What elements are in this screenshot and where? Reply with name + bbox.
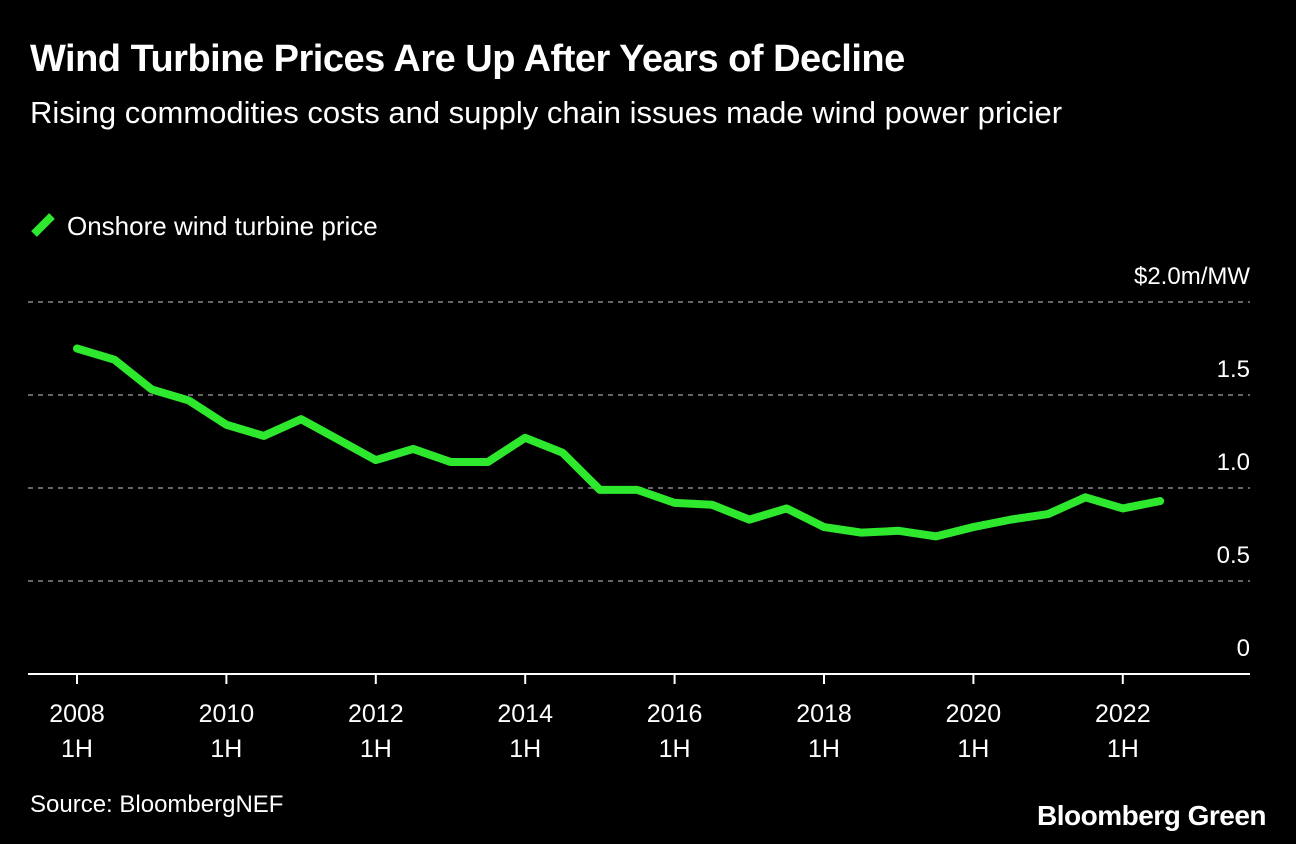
y-tick-label: 0.5 <box>1217 542 1250 569</box>
x-tick-label-half: 1H <box>957 735 989 763</box>
x-tick-label-year: 2008 <box>49 700 105 728</box>
x-tick-label-year: 2014 <box>497 700 553 728</box>
chart-subtitle: Rising commodities costs and supply chai… <box>30 95 1063 130</box>
legend-swatch-icon <box>31 213 55 237</box>
x-tick-label-half: 1H <box>1107 735 1139 763</box>
y-tick-label: 1.0 <box>1217 449 1250 476</box>
y-tick-label: $2.0m/MW <box>1134 263 1250 290</box>
x-tick-label-year: 2016 <box>647 700 703 728</box>
brand-logo: Bloomberg Green <box>1037 800 1266 831</box>
series-line-onshore-wind-turbine-price <box>73 344 1165 541</box>
x-tick-label-year: 2022 <box>1095 700 1151 728</box>
x-tick-label-half: 1H <box>509 735 541 763</box>
series-layer <box>73 344 1165 541</box>
x-tick-label-year: 2010 <box>199 700 255 728</box>
x-tick-label-half: 1H <box>659 735 691 763</box>
x-tick-label-half: 1H <box>808 735 840 763</box>
legend-label: Onshore wind turbine price <box>67 211 378 241</box>
x-tick-label-year: 2020 <box>946 700 1002 728</box>
x-tick-label-half: 1H <box>61 735 93 763</box>
x-tick-label-half: 1H <box>360 735 392 763</box>
x-tick-label-year: 2018 <box>796 700 852 728</box>
grid-lines <box>28 301 1250 582</box>
y-tick-label: 0 <box>1237 635 1250 662</box>
x-tick-label-half: 1H <box>210 735 242 763</box>
x-axis-ticks: 2008 1H 2010 1H 2012 1H 2014 1H 2016 1H 2018 1H 2020… <box>49 674 1151 763</box>
chart-title: Wind Turbine Prices Are Up After Years o… <box>30 38 905 80</box>
x-tick-label-year: 2012 <box>348 700 404 728</box>
y-axis-tick-labels: 0 0.5 1.0 1.5 $2.0m/MW <box>1134 263 1250 662</box>
y-tick-label: 1.5 <box>1217 356 1250 383</box>
source-note: Source: BloombergNEF <box>30 791 284 818</box>
